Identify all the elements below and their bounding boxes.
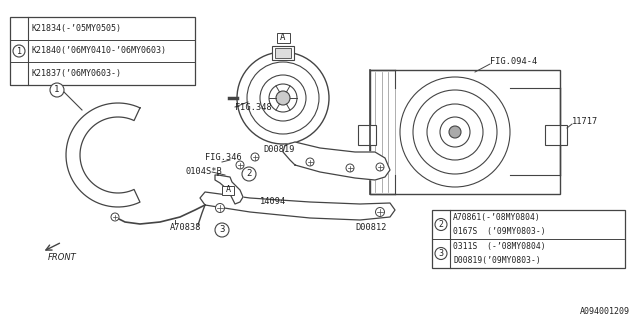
Text: D00819: D00819 bbox=[263, 146, 294, 155]
Circle shape bbox=[215, 223, 229, 237]
Text: A094001209: A094001209 bbox=[580, 307, 630, 316]
Text: FIG.348: FIG.348 bbox=[235, 102, 272, 111]
Text: 1: 1 bbox=[17, 46, 22, 55]
Bar bbox=[370, 70, 560, 194]
Text: 3: 3 bbox=[220, 226, 225, 235]
Bar bbox=[272, 46, 294, 60]
Bar bbox=[358, 125, 376, 145]
Text: A: A bbox=[280, 34, 285, 43]
Text: 0167S  (’09MY0803-): 0167S (’09MY0803-) bbox=[453, 227, 546, 236]
Bar bbox=[10, 17, 195, 85]
Circle shape bbox=[236, 161, 244, 169]
Text: 1: 1 bbox=[54, 85, 60, 94]
Circle shape bbox=[13, 45, 25, 57]
Text: 3: 3 bbox=[438, 249, 444, 258]
Polygon shape bbox=[200, 192, 395, 220]
Circle shape bbox=[216, 204, 225, 212]
Bar bbox=[222, 186, 234, 195]
Circle shape bbox=[306, 158, 314, 166]
Text: D00812: D00812 bbox=[355, 223, 387, 233]
Circle shape bbox=[435, 219, 447, 230]
Text: K21837(’06MY0603-): K21837(’06MY0603-) bbox=[31, 69, 121, 78]
Text: 0104S*B: 0104S*B bbox=[185, 167, 221, 177]
Polygon shape bbox=[215, 175, 243, 204]
Text: FIG.094-4: FIG.094-4 bbox=[490, 58, 537, 67]
Circle shape bbox=[276, 91, 290, 105]
Circle shape bbox=[111, 213, 119, 221]
Text: 0311S  (-’08MY0804): 0311S (-’08MY0804) bbox=[453, 242, 546, 251]
Text: 2: 2 bbox=[438, 220, 444, 229]
Bar bbox=[275, 48, 291, 58]
Circle shape bbox=[251, 153, 259, 161]
Text: K21834(-’05MY0505): K21834(-’05MY0505) bbox=[31, 24, 121, 33]
Text: FIG.346: FIG.346 bbox=[205, 154, 242, 163]
Text: D00819(’09MY0803-): D00819(’09MY0803-) bbox=[453, 256, 541, 265]
Text: A70838: A70838 bbox=[170, 223, 202, 233]
Circle shape bbox=[449, 126, 461, 138]
Circle shape bbox=[50, 83, 64, 97]
Polygon shape bbox=[283, 142, 390, 180]
Polygon shape bbox=[66, 103, 140, 207]
Circle shape bbox=[376, 163, 384, 171]
Bar bbox=[432, 210, 625, 268]
Text: A: A bbox=[225, 186, 230, 195]
Text: 11717: 11717 bbox=[572, 117, 598, 126]
Text: A70861(-’08MY0804): A70861(-’08MY0804) bbox=[453, 213, 541, 222]
Text: 2: 2 bbox=[246, 170, 252, 179]
Text: K21840(’06MY0410-’06MY0603): K21840(’06MY0410-’06MY0603) bbox=[31, 46, 166, 55]
Text: 14094: 14094 bbox=[260, 197, 286, 206]
Text: FRONT: FRONT bbox=[47, 253, 76, 262]
Circle shape bbox=[435, 247, 447, 260]
Circle shape bbox=[242, 167, 256, 181]
Circle shape bbox=[346, 164, 354, 172]
Circle shape bbox=[376, 207, 385, 217]
Bar bbox=[276, 33, 289, 43]
Bar bbox=[545, 125, 567, 145]
